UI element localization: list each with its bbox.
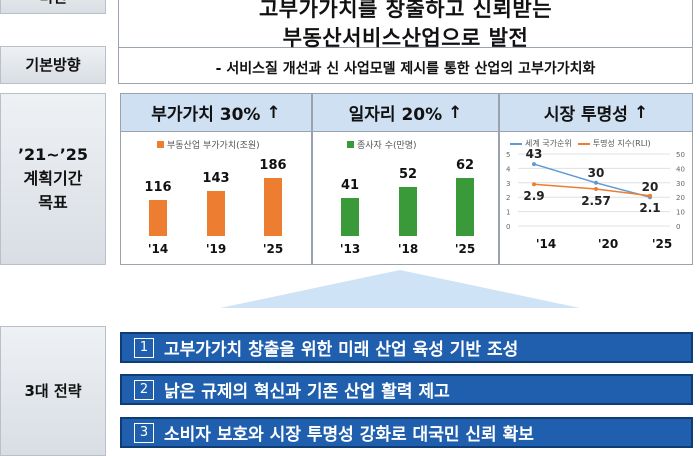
y-tick-right: 50	[676, 151, 685, 159]
up-arrow-icon: ↑	[633, 102, 649, 123]
data-label-p0-0: 116	[144, 179, 172, 195]
x-tick-p1-2: '25	[454, 242, 476, 256]
data-label-index: 2.57	[581, 194, 611, 208]
x-tick-p0-0: '14	[147, 242, 169, 256]
strategy-item-2: 2 낡은 규제의 혁신과 기존 산업 활력 제고	[120, 374, 693, 405]
legend-swatch	[157, 141, 164, 148]
y-tick-right: 30	[676, 180, 685, 188]
y-tick-right: 0	[676, 223, 680, 231]
goal-title: 일자리 20%	[348, 105, 443, 125]
direction-text: - 서비스질 개선과 신 사업모델 제시를 통한 산업의 고부가가치화	[215, 61, 596, 77]
vision-label-text: 비전	[39, 0, 67, 8]
strategy-item-3: 3 소비자 보호와 시장 투명성 강화로 대국민 신뢰 확보	[120, 417, 693, 448]
data-label-rank: 43	[526, 147, 543, 161]
strategy-number: 1	[134, 337, 154, 358]
x-tick: '25	[652, 237, 672, 251]
up-arrow-icon: ↑	[448, 102, 463, 123]
chart-bar-p1-0	[341, 197, 359, 236]
data-label-rank: 30	[588, 166, 605, 180]
legend-label-a: 세계 국가순위	[525, 139, 572, 148]
goals-label-line2: 계획기간	[23, 169, 83, 188]
chart-legend: 부동산업 부가가치(조원)	[157, 138, 260, 151]
chart-legend: 종사자 수(만명)	[347, 138, 417, 151]
x-tick: '20	[598, 237, 618, 251]
strategy-text: 소비자 보호와 시장 투명성 강화로 대국민 신뢰 확보	[164, 425, 534, 445]
y-tick-left: 5	[506, 151, 510, 159]
goal-panel-transparency: 시장 투명성 ↑ 세계 국가순위 투명성 지수(RLI) 5 50 4 40 3 30 2 2…	[499, 93, 693, 265]
data-label-p1-1: 52	[398, 167, 418, 183]
vision-title-line2: 부동산서비스산업으로 발전	[282, 26, 529, 50]
y-tick-left: 4	[506, 165, 511, 173]
direction-label-text: 기본방향	[25, 55, 81, 74]
strategy-label-text: 3대 전략	[24, 381, 82, 400]
strategy-item-1: 1 고부가가치 창출을 위한 미래 산업 육성 기반 조성	[120, 332, 693, 363]
x-tick-p1-1: '18	[397, 242, 419, 256]
goal-panel-value-added: 부가가치 30% ↑ 부동산업 부가가치(조원) 116 143 186 '14…	[120, 93, 312, 265]
x-tick: '14	[536, 237, 556, 251]
data-label-index: 2.9	[523, 189, 544, 203]
data-label-p1-2: 62	[455, 158, 475, 173]
legend-label: 종사자 수(만명)	[357, 141, 417, 151]
legend-line-icon-a	[510, 142, 522, 145]
point-index	[594, 186, 598, 191]
strategy-number: 2	[134, 379, 154, 400]
data-label-p1-0: 41	[340, 177, 360, 193]
x-tick-p1-0: '13	[339, 242, 361, 256]
data-label-p0-2: 186	[259, 158, 287, 173]
up-arrow-icon: ↑	[266, 102, 281, 123]
direction-box: - 서비스질 개선과 신 사업모델 제시를 통한 산업의 고부가가치화	[118, 48, 693, 84]
strategy-text: 고부가가치 창출을 위한 미래 산업 육성 기반 조성	[164, 340, 519, 360]
x-tick-p0-2: '25	[262, 242, 284, 256]
chart-legend: 세계 국가순위 투명성 지수(RLI)	[510, 138, 651, 149]
y-tick-left: 3	[506, 180, 510, 188]
goal-header: 일자리 20% ↑	[313, 94, 498, 132]
upward-arrow-shape	[220, 270, 580, 308]
x-tick-p0-1: '19	[205, 242, 227, 256]
legend-line-icon-b	[577, 142, 590, 145]
vision-label: 비전	[0, 0, 106, 14]
legend-swatch	[347, 141, 354, 148]
point-index	[648, 193, 652, 198]
chart-bar-p0-1	[207, 191, 225, 236]
goal-header: 부가가치 30% ↑	[121, 94, 311, 132]
goals-label-line1: ’21~’25	[17, 145, 89, 164]
direction-label: 기본방향	[0, 46, 106, 84]
goal-title: 부가가치 30%	[151, 105, 261, 125]
y-tick-left: 2	[506, 194, 510, 202]
transparency-line-chart: 5 50 4 40 3 30 2 20 1 10 0 0 43 30 20 2.9 2.57 2.1 '14 '20 '…	[506, 147, 685, 251]
chart-bar-p0-2	[264, 178, 282, 236]
y-tick-right: 20	[676, 194, 685, 202]
y-tick-right: 40	[676, 165, 685, 173]
data-label-p0-1: 143	[202, 171, 230, 187]
data-label-rank: 20	[642, 180, 659, 194]
goals-label: ’21~’25 계획기간 목표	[0, 93, 106, 265]
vision-box: 고부가가치를 창출하고 신뢰받는 부동산서비스산업으로 발전	[118, 0, 693, 50]
goal-title: 시장 투명성	[543, 105, 628, 125]
point-rank	[594, 180, 598, 185]
chart-bar-p1-2	[456, 178, 474, 236]
goals-label-line3: 목표	[38, 193, 68, 212]
goal-header: 시장 투명성 ↑	[500, 94, 692, 132]
chart-bar-p0-0	[149, 199, 167, 236]
y-tick-left: 0	[506, 223, 510, 231]
chart-bar-p1-1	[399, 187, 417, 236]
strategy-label: 3대 전략	[0, 326, 106, 456]
legend-label-b: 투명성 지수(RLI)	[592, 139, 651, 148]
point-rank	[532, 162, 536, 167]
vision-title-line1: 고부가가치를 창출하고 신뢰받는	[258, 0, 553, 21]
legend-label: 부동산업 부가가치(조원)	[167, 141, 260, 151]
y-tick-left: 1	[506, 209, 510, 217]
data-label-index: 2.1	[639, 201, 660, 215]
strategy-text: 낡은 규제의 혁신과 기존 산업 활력 제고	[164, 382, 450, 402]
goal-panel-jobs: 일자리 20% ↑ 종사자 수(만명) 41 52 62 '13 '18 '25	[312, 93, 499, 265]
y-tick-right: 10	[676, 209, 685, 217]
point-index	[532, 182, 536, 187]
